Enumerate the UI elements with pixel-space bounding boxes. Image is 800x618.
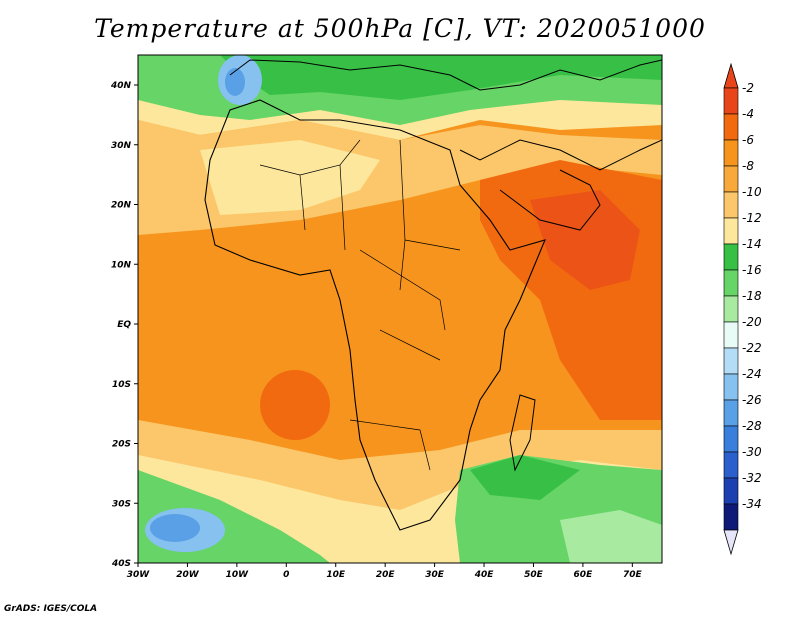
colorbar-swatch <box>723 87 739 115</box>
colorbar: -2 -4 -6 -8 -10 -12 -14 -16 -18 -20 -22 -24 -26 -28 -3… <box>723 62 762 556</box>
colorbar-swatch <box>723 451 739 479</box>
colorbar-swatch <box>723 477 739 505</box>
colorbar-label: -4 <box>742 107 754 121</box>
y-tick-label: 10S <box>112 380 131 390</box>
y-tick-label: 40S <box>111 559 131 569</box>
colorbar-swatch <box>723 243 739 271</box>
y-tick-label: EQ <box>117 320 131 330</box>
x-tick-label: 20W <box>176 570 200 580</box>
colorbar-swatch <box>723 347 739 375</box>
colorbar-swatch <box>723 503 739 531</box>
x-tick-label: 10E <box>326 570 346 580</box>
y-tick-label: 30S <box>112 499 131 509</box>
colorbar-label: -18 <box>742 289 762 303</box>
colorbar-label: -8 <box>742 159 754 173</box>
y-tick-label: 20N <box>111 201 132 211</box>
colorbar-swatch <box>723 165 739 193</box>
colorbar-bottom-arrow <box>723 529 739 556</box>
x-tick-label: 50E <box>524 570 544 580</box>
colorbar-label: -20 <box>742 315 762 329</box>
colorbar-label: -14 <box>742 237 762 251</box>
y-tick-label: 20S <box>112 440 131 450</box>
colorbar-swatch <box>723 139 739 167</box>
colorbar-swatch <box>723 269 739 297</box>
colorbar-label: -28 <box>742 419 762 433</box>
x-tick-label: 60E <box>574 570 594 580</box>
colorbar-swatch <box>723 113 739 141</box>
x-tick-label: 30W <box>127 570 151 580</box>
x-axis-ticks: 30W 20W 10W 0 10E 20E 30E 40E 50E 60E 70E <box>127 563 643 580</box>
colorbar-label: -32 <box>742 471 762 485</box>
x-tick-label: 0 <box>283 570 289 580</box>
colorbar-label: -30 <box>742 445 762 459</box>
colorbar-label: -34 <box>742 497 762 511</box>
colorbar-swatch <box>723 295 739 323</box>
colorbar-label: -12 <box>742 211 762 225</box>
x-tick-label: 70E <box>623 570 643 580</box>
colorbar-swatch <box>723 399 739 427</box>
y-tick-label: 30N <box>111 141 132 151</box>
colorbar-swatch <box>723 191 739 219</box>
colorbar-label: -22 <box>742 341 762 355</box>
colorbar-label: -6 <box>742 133 754 147</box>
map-title: Temperature at 500hPa [C], VT: 202005100… <box>94 14 706 43</box>
grads-credit: GrADS: IGES/COLA <box>4 604 98 614</box>
colorbar-swatch <box>723 425 739 453</box>
colorbar-label: -26 <box>742 393 762 407</box>
x-tick-label: 30E <box>425 570 445 580</box>
colorbar-top-arrow <box>723 62 739 89</box>
colorbar-label: -10 <box>742 185 762 199</box>
colorbar-label: -2 <box>742 81 754 95</box>
colorbar-label: -16 <box>742 263 762 277</box>
y-axis-ticks: 40N 30N 20N 10N EQ 10S 20S 30S 40S <box>110 81 138 569</box>
x-tick-label: 20E <box>376 570 396 580</box>
colorbar-label: -24 <box>742 367 762 381</box>
y-tick-label: 10N <box>111 260 132 270</box>
x-tick-label: 10W <box>226 570 250 580</box>
colorbar-swatch <box>723 217 739 245</box>
map-frame <box>137 54 663 564</box>
colorbar-swatch <box>723 373 739 401</box>
colorbar-swatch <box>723 321 739 349</box>
temperature-field <box>138 55 662 563</box>
x-tick-label: 40E <box>474 570 495 580</box>
y-tick-label: 40N <box>110 81 132 91</box>
